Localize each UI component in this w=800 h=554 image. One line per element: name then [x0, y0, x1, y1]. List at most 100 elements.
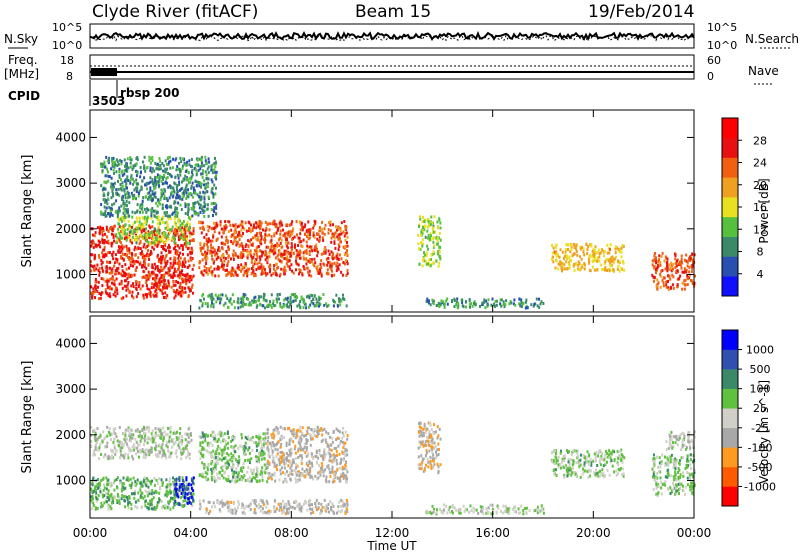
- power-echo-cell: [185, 241, 188, 245]
- velocity-echo-cell: [114, 496, 116, 500]
- velocity-echo-cell: [173, 478, 176, 482]
- power-echo-cell: [195, 173, 198, 177]
- velocity-echo-cell: [217, 432, 220, 436]
- velocity-echo-cell: [312, 477, 314, 481]
- power-echo-cell: [194, 179, 197, 183]
- power-echo-cell: [199, 165, 202, 168]
- velocity-echo-cell: [231, 446, 234, 450]
- velocity-echo-cell: [247, 448, 250, 452]
- velocity-echo-cell: [108, 427, 111, 431]
- velocity-echo-cell: [97, 494, 100, 497]
- power-echo-cell: [174, 227, 177, 231]
- velocity-echo-cell: [227, 453, 230, 457]
- power-echo-cell: [149, 198, 152, 202]
- power-echo-cell: [127, 287, 129, 291]
- power-echo-cell: [116, 260, 119, 264]
- power-echo-cell: [207, 237, 210, 241]
- velocity-echo-cell: [216, 472, 219, 476]
- cpid-label: CPID: [8, 89, 40, 103]
- velocity-echo-cell: [139, 436, 142, 440]
- power-echo-cell: [150, 156, 153, 160]
- power-echo-cell: [176, 165, 179, 168]
- velocity-echo-cell: [315, 449, 318, 453]
- power-echo-cell: [146, 187, 149, 191]
- power-echo-cell: [210, 190, 213, 194]
- power-echo-cell: [255, 300, 257, 304]
- power-echo-cell: [303, 250, 306, 254]
- power-echo-cell: [184, 212, 187, 215]
- velocity-echo-cell: [181, 488, 184, 492]
- power-echo-cell: [157, 284, 160, 288]
- power-echo-cell: [176, 188, 178, 192]
- power-echo-cell: [430, 215, 433, 219]
- velocity-echo-cell: [161, 432, 164, 436]
- power-echo-cell: [575, 247, 577, 251]
- power-echo-cell: [580, 245, 583, 249]
- velocity-echo-cell: [124, 505, 127, 509]
- power-echo-cell: [143, 155, 146, 159]
- power-echo-cell: [128, 258, 131, 261]
- power-echo-cell: [687, 258, 690, 262]
- power-echo-cell: [154, 273, 157, 277]
- power-echo-cell: [525, 298, 528, 302]
- power-echo-cell: [219, 293, 222, 297]
- power-echo-cell: [141, 250, 143, 254]
- power-echo-cell: [148, 292, 151, 295]
- power-echo-cell: [181, 226, 184, 230]
- power-echo-cell: [432, 302, 435, 305]
- velocity-echo-cell: [221, 474, 224, 478]
- power-echo-cell: [233, 300, 235, 303]
- power-echo-cell: [561, 269, 563, 273]
- power-echo-cell: [660, 269, 663, 273]
- power-echo-cell: [221, 261, 224, 265]
- power-echo-cell: [173, 189, 175, 193]
- velocity-echo-cell: [169, 430, 172, 434]
- velocity-echo-cell: [212, 449, 215, 453]
- power-echo-cell: [126, 190, 129, 194]
- power-echo-cell: [137, 246, 140, 250]
- power-echo-cell: [240, 269, 243, 273]
- power-echo-cell: [156, 243, 159, 247]
- power-echo-cell: [524, 300, 527, 304]
- velocity-echo-cell: [95, 441, 98, 445]
- power-echo-cell: [681, 261, 683, 265]
- power-echo-cell: [188, 264, 191, 268]
- velocity-echo-cell: [123, 456, 126, 460]
- power-echo-cell: [251, 243, 254, 247]
- velocity-echo-cell: [224, 470, 227, 474]
- power-echo-cell: [278, 274, 281, 278]
- power-echo-cell: [286, 246, 289, 250]
- power-echo-cell: [153, 294, 156, 298]
- velocity-echo-cell: [126, 437, 128, 441]
- power-echo-cell: [424, 235, 427, 239]
- velocity-echo-cell: [244, 441, 247, 445]
- power-echo-cell: [283, 272, 286, 276]
- power-echo-cell: [158, 177, 161, 181]
- power-echo-cell: [128, 226, 131, 230]
- power-echo-cell: [315, 243, 318, 247]
- velocity-echo-cell: [183, 487, 186, 491]
- power-echo-cell: [491, 297, 494, 301]
- power-echo-cell: [225, 273, 228, 277]
- velocity-echo-cell: [102, 495, 105, 499]
- velocity-echo-cell: [132, 492, 135, 495]
- velocity-echo-cell: [211, 435, 214, 439]
- power-echo-cell: [301, 221, 303, 225]
- velocity-echo-cell: [154, 507, 157, 511]
- power-echo-cell: [123, 245, 125, 249]
- power-echo-cell: [208, 267, 211, 271]
- power-echo-cell: [120, 170, 123, 174]
- power-echo-cell: [430, 220, 432, 224]
- power-echo-cell: [131, 258, 134, 262]
- power-echo-cell: [232, 254, 235, 258]
- power-echo-cell: [152, 184, 155, 188]
- power-echo-cell: [114, 253, 117, 257]
- velocity-echo-cell: [122, 482, 125, 486]
- power-echo-cell: [261, 270, 263, 273]
- power-echo-cell: [152, 181, 155, 185]
- power-echo-cell: [210, 227, 213, 231]
- velocity-echo-cell: [149, 482, 152, 486]
- power-echo-cell: [453, 305, 456, 308]
- power-echo-cell: [179, 283, 182, 287]
- power-echo-cell: [295, 261, 298, 265]
